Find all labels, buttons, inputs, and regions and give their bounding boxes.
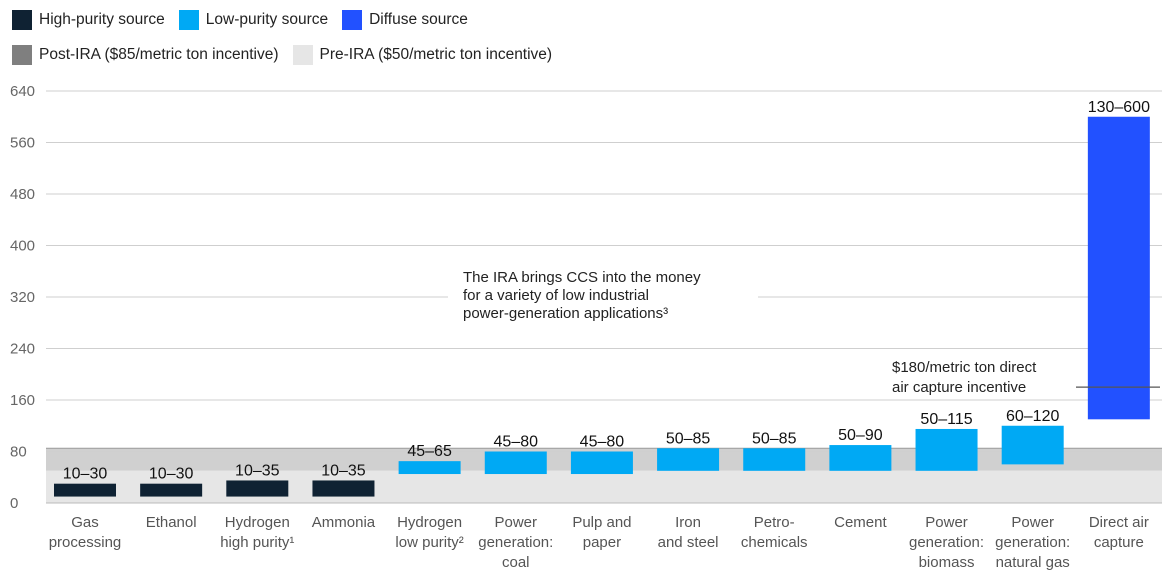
ira-annotation: The IRA brings CCS into the money for a v…: [463, 269, 701, 322]
range-value-label: 10–35: [235, 462, 280, 479]
range-value-label: 50–90: [838, 427, 883, 444]
range-bar: [398, 461, 461, 475]
range-value-label: 60–120: [1006, 408, 1059, 425]
legend-source-types: High-purity source Low-purity source Diffu…: [12, 10, 482, 30]
category-label: Ammonia: [312, 514, 376, 531]
range-value-label: 50–115: [920, 411, 972, 428]
category-label: Direct air capture: [1089, 514, 1149, 551]
legend-incentive-item: Pre-IRA ($50/metric ton incentive): [292, 45, 553, 65]
category-label: Ethanol: [146, 514, 197, 531]
pre-ira-band: [46, 470, 1162, 503]
y-tick-label: 240: [10, 341, 35, 358]
legend-swatch: [178, 10, 199, 30]
range-value-label: 10–35: [321, 462, 366, 479]
range-bar: [743, 448, 806, 471]
range-value-label: 45–80: [494, 434, 539, 451]
legend-source-item: High-purity source: [12, 10, 165, 30]
dac-annotation: $180/metric ton direct air capture incent…: [892, 359, 1037, 396]
range-value-label: 10–30: [63, 466, 108, 483]
legend-label: Diffuse source: [369, 11, 468, 28]
legend-swatch: [342, 10, 363, 30]
legend-swatch: [12, 45, 32, 65]
range-bar: [312, 480, 375, 497]
range-bar: [1087, 116, 1150, 420]
legend-label: Pre-IRA ($50/metric ton incentive): [319, 46, 553, 63]
legend-swatch: [292, 45, 313, 65]
legend-source-item: Diffuse source: [342, 10, 468, 30]
range-bar: [1001, 425, 1064, 465]
legend-label: Post-IRA ($85/metric ton incentive): [39, 46, 279, 63]
category-label: Hydrogen high purity¹: [220, 514, 294, 551]
category-label: Gas processing: [49, 514, 122, 551]
y-tick-label: 560: [10, 135, 35, 152]
y-tick-label: 480: [10, 186, 35, 203]
legend-swatch: [12, 10, 32, 30]
category-label: Petro-chemicals: [741, 514, 808, 551]
range-value-label: 50–85: [666, 430, 711, 447]
range-value-label: 45–80: [580, 434, 625, 451]
range-value-label: 10–30: [149, 466, 194, 483]
category-label: Iron and steel: [658, 514, 719, 551]
range-value-label: 45–65: [407, 443, 452, 460]
y-tick-label: 0: [10, 495, 18, 512]
range-bar: [829, 445, 892, 471]
y-tick-label: 320: [10, 289, 35, 306]
category-label: Power generation: natural gas: [995, 514, 1070, 571]
range-value-label: 50–85: [752, 430, 797, 447]
range-bar: [570, 451, 633, 475]
range-bar: [915, 428, 978, 471]
category-label: Pulp and paper: [572, 514, 631, 551]
range-bar: [657, 448, 720, 471]
y-tick-label: 160: [10, 392, 35, 409]
range-bar: [484, 451, 547, 475]
range-bar: [226, 480, 289, 497]
range-bar: [54, 483, 116, 497]
y-tick-label: 640: [10, 83, 35, 100]
category-label: Power generation: coal: [478, 514, 553, 571]
y-tick-label: 400: [10, 238, 35, 255]
category-label: Hydrogen low purity²: [395, 514, 463, 551]
legend-label: Low-purity source: [205, 11, 329, 28]
legend-source-item: Low-purity source: [178, 10, 329, 30]
annotation-gap: [448, 294, 758, 300]
category-label: Power generation: biomass: [909, 514, 984, 571]
range-value-label: 130–600: [1088, 99, 1150, 116]
legend-label: High-purity source: [39, 11, 165, 28]
range-bar: [140, 483, 203, 497]
legend-incentive-item: Post-IRA ($85/metric ton incentive): [12, 45, 279, 65]
category-label: Cement: [834, 514, 887, 531]
legend-incentives: Post-IRA ($85/metric ton incentive) Pre-I…: [12, 45, 566, 65]
y-tick-label: 80: [10, 444, 27, 461]
